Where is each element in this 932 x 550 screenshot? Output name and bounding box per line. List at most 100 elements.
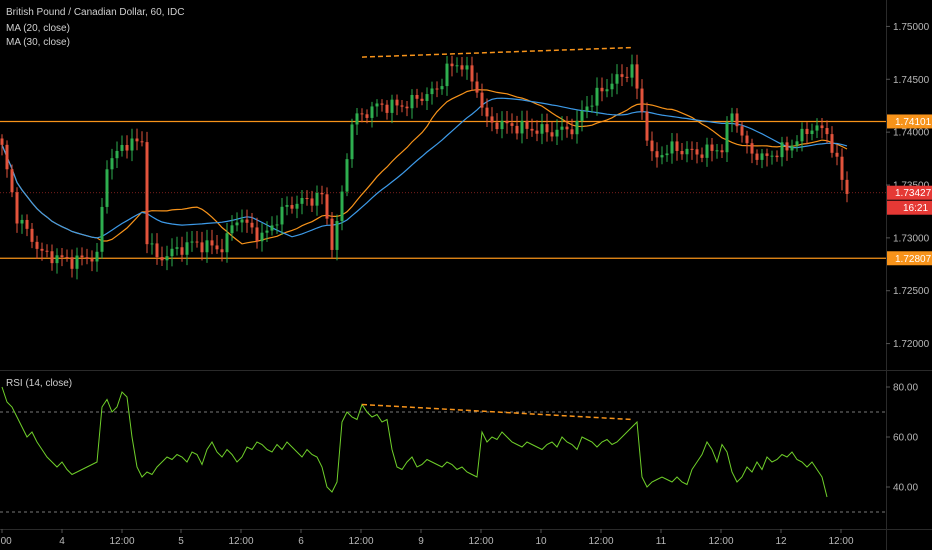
candle-body (450, 63, 454, 67)
candle-body (575, 120, 579, 135)
candle-body (740, 126, 744, 136)
candle-body (210, 240, 214, 246)
candle-body (670, 141, 674, 154)
candle-body (835, 152, 839, 157)
candle-body (340, 191, 344, 222)
candle-body (10, 169, 14, 193)
candle-body (95, 251, 99, 262)
candle-body (55, 255, 59, 264)
candle-body (455, 65, 459, 67)
candle-body (705, 144, 709, 158)
candle-body (690, 148, 694, 150)
x-tick-label: 10 (535, 536, 547, 547)
candle-body (350, 124, 354, 160)
candle-body (745, 135, 749, 144)
candle-body (615, 74, 619, 84)
candle-body (15, 192, 19, 224)
candle-body (220, 249, 224, 253)
candle-body (585, 106, 589, 111)
candle-body (145, 142, 149, 245)
candle-body (370, 106, 374, 118)
candle-body (85, 257, 89, 259)
candle-body (190, 241, 194, 243)
x-tick-label: 11 (656, 536, 667, 547)
candle-body (535, 130, 539, 134)
candle-body (295, 203, 299, 209)
trendline-layer (361, 46, 633, 58)
candle-body (385, 104, 389, 113)
candle-body (290, 205, 294, 209)
rsi-tick-label: 40.00 (893, 483, 918, 494)
candle-body (665, 153, 669, 156)
candle-body (195, 241, 199, 243)
candle-body (270, 225, 274, 231)
candle-body (275, 224, 279, 226)
candle-body (470, 65, 474, 82)
candle-body (155, 243, 159, 258)
candle-body (0, 138, 4, 145)
candle-body (410, 94, 414, 109)
candle-body (605, 89, 609, 92)
candle-body (540, 124, 544, 134)
candle-body (735, 113, 739, 127)
candle-body (80, 255, 84, 258)
rsi-trendline (361, 403, 633, 421)
candle-body (425, 94, 429, 101)
candle-body (20, 219, 24, 224)
candle-body (205, 240, 209, 253)
candle-body (715, 150, 719, 152)
candle-body (785, 142, 789, 151)
candle-body (845, 179, 849, 194)
candle-body (510, 123, 514, 126)
candle-body (300, 197, 304, 204)
candle-body (325, 194, 329, 219)
candle-body (555, 129, 559, 137)
candle-body (430, 88, 434, 95)
candle-body (140, 141, 144, 143)
candle-body (500, 120, 504, 130)
price-tick-label: 1.72000 (893, 339, 930, 350)
candle-body (170, 248, 174, 257)
candle-body (805, 128, 809, 135)
candle-body (755, 153, 759, 160)
candle-body (480, 92, 484, 108)
candle-body (330, 218, 334, 250)
candle-body (795, 141, 799, 146)
candle-body (185, 242, 189, 255)
candle-body (285, 205, 289, 207)
candle-body (720, 150, 724, 153)
candle-body (160, 257, 164, 261)
candle-body (465, 65, 469, 70)
x-tick-label: 12:00 (828, 536, 853, 547)
candle-body (345, 159, 349, 192)
candle-body (75, 255, 79, 269)
candle-body (595, 87, 599, 106)
price-trendline (361, 46, 633, 58)
x-tick-label: 6 (298, 536, 304, 547)
candle-body (760, 153, 764, 160)
candle-body (840, 156, 844, 180)
candle-body (50, 251, 54, 264)
moving-average-layer (1, 89, 848, 245)
level-price-tag (887, 185, 932, 200)
candle-body (700, 154, 704, 158)
candle-body (180, 247, 184, 255)
candle-body (630, 64, 634, 78)
candle-body (30, 228, 34, 242)
level-price-tag-label: 1.72807 (895, 254, 932, 265)
candle-body (445, 63, 449, 87)
candle-body (775, 155, 779, 158)
price-tick-label: 1.74500 (893, 75, 930, 86)
grid-layer (0, 411, 886, 513)
candle-body (625, 76, 629, 78)
candle-body (305, 197, 309, 199)
candle-body (135, 138, 139, 142)
x-tick-label: 4 (59, 536, 65, 547)
candle-body (110, 158, 114, 170)
candle-body (200, 242, 204, 253)
candle-body (815, 125, 819, 131)
candle-body (125, 145, 129, 151)
candle-body (310, 198, 314, 206)
candle-body (215, 245, 219, 250)
candle-body (710, 144, 714, 151)
